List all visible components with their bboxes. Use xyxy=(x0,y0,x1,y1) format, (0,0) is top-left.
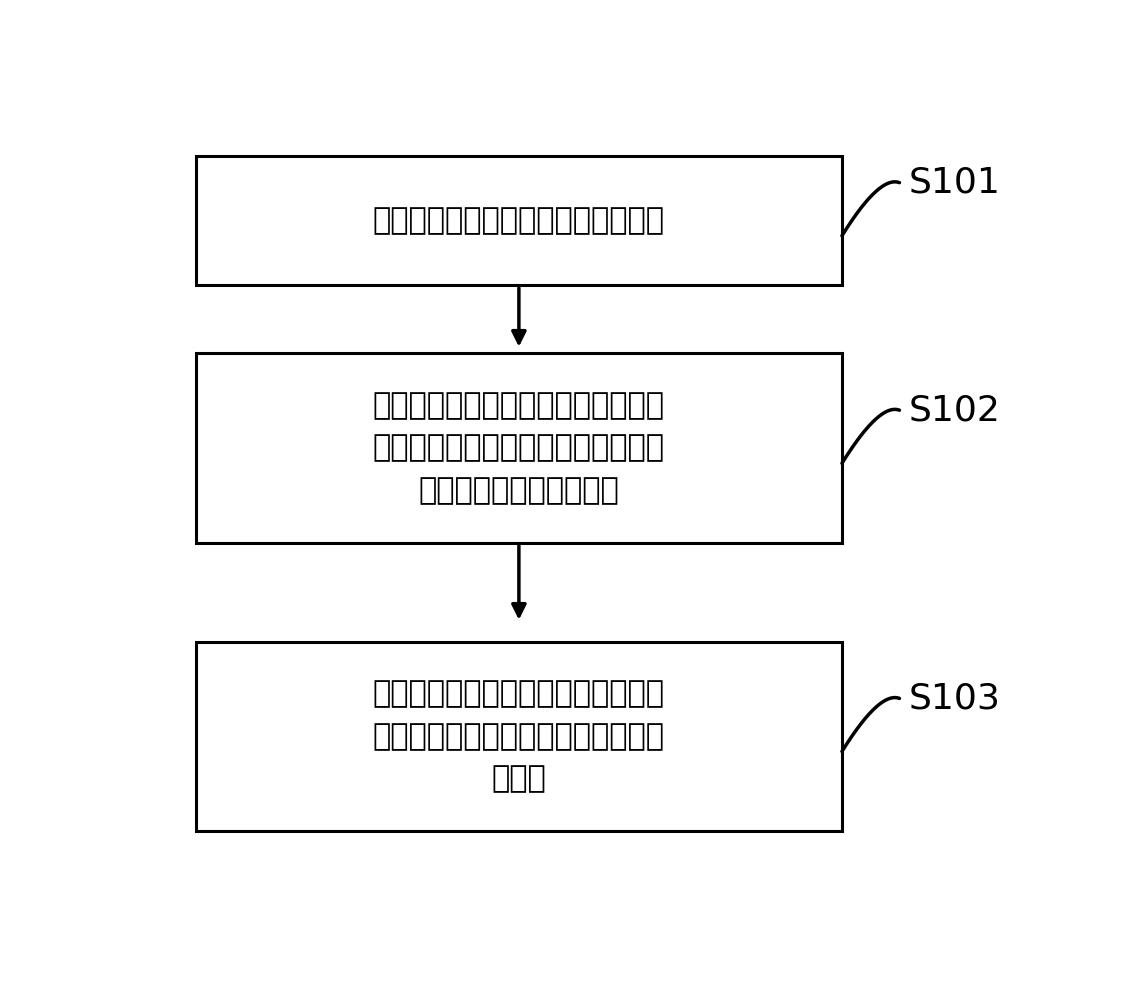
Text: S101: S101 xyxy=(908,165,1000,200)
Text: S102: S102 xyxy=(908,393,1000,427)
Text: S103: S103 xyxy=(908,682,1000,715)
Bar xyxy=(196,156,842,285)
Text: 获取所述蒸发器中料液的测量数据和
管外流体的初始温度，所述测量数据
至少包括所述料液的沸点: 获取所述蒸发器中料液的测量数据和 管外流体的初始温度，所述测量数据 至少包括所述… xyxy=(373,391,665,505)
Text: 根据蒸发器设备，获取蒸发器的参数: 根据蒸发器设备，获取蒸发器的参数 xyxy=(373,206,665,235)
Text: 根据所述蒸发器的参数、所述测量数
据以及所述初始温度，获取结垢热流
量模型: 根据所述蒸发器的参数、所述测量数 据以及所述初始温度，获取结垢热流 量模型 xyxy=(373,679,665,794)
Bar xyxy=(196,354,842,543)
Bar xyxy=(196,641,842,831)
